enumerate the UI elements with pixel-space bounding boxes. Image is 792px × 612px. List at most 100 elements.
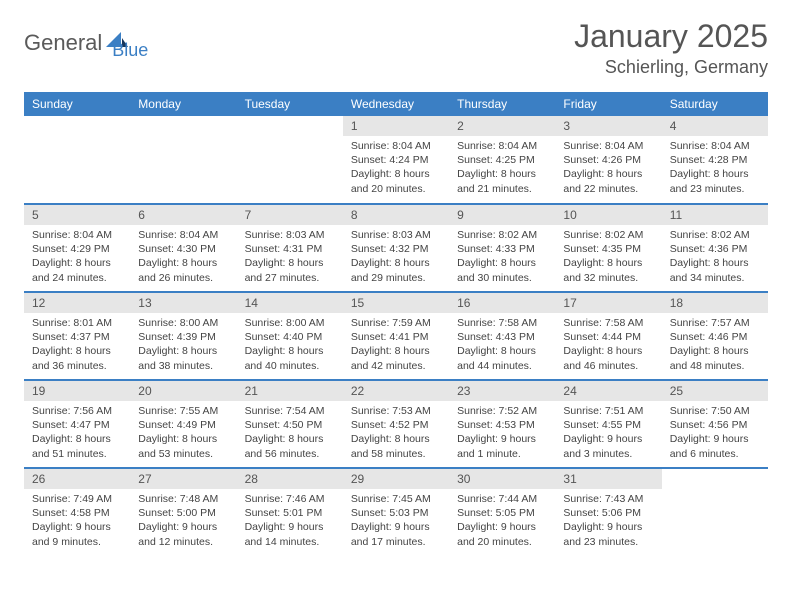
sunset-text: Sunset: 4:35 PM bbox=[563, 242, 653, 256]
day-number bbox=[24, 116, 130, 122]
sunset-text: Sunset: 4:39 PM bbox=[138, 330, 228, 344]
calendar-row: 26Sunrise: 7:49 AMSunset: 4:58 PMDayligh… bbox=[24, 468, 768, 556]
calendar-cell: 3Sunrise: 8:04 AMSunset: 4:26 PMDaylight… bbox=[555, 116, 661, 204]
sunset-text: Sunset: 4:53 PM bbox=[457, 418, 547, 432]
calendar-cell: 17Sunrise: 7:58 AMSunset: 4:44 PMDayligh… bbox=[555, 292, 661, 380]
logo-text-blue: Blue bbox=[112, 40, 148, 61]
daylight-text-2: and 9 minutes. bbox=[32, 535, 122, 549]
sunrise-text: Sunrise: 7:48 AM bbox=[138, 492, 228, 506]
calendar-cell bbox=[237, 116, 343, 204]
calendar-cell: 18Sunrise: 7:57 AMSunset: 4:46 PMDayligh… bbox=[662, 292, 768, 380]
daylight-text-2: and 40 minutes. bbox=[245, 359, 335, 373]
sunset-text: Sunset: 5:00 PM bbox=[138, 506, 228, 520]
day-info: Sunrise: 7:58 AMSunset: 4:43 PMDaylight:… bbox=[449, 313, 555, 377]
calendar-cell: 30Sunrise: 7:44 AMSunset: 5:05 PMDayligh… bbox=[449, 468, 555, 556]
daylight-text-2: and 22 minutes. bbox=[563, 182, 653, 196]
calendar-cell: 31Sunrise: 7:43 AMSunset: 5:06 PMDayligh… bbox=[555, 468, 661, 556]
calendar-cell bbox=[24, 116, 130, 204]
day-info: Sunrise: 8:00 AMSunset: 4:39 PMDaylight:… bbox=[130, 313, 236, 377]
sunset-text: Sunset: 4:40 PM bbox=[245, 330, 335, 344]
day-info: Sunrise: 7:46 AMSunset: 5:01 PMDaylight:… bbox=[237, 489, 343, 553]
day-info: Sunrise: 8:00 AMSunset: 4:40 PMDaylight:… bbox=[237, 313, 343, 377]
sunset-text: Sunset: 4:31 PM bbox=[245, 242, 335, 256]
daylight-text-1: Daylight: 9 hours bbox=[351, 520, 441, 534]
daylight-text-1: Daylight: 8 hours bbox=[351, 256, 441, 270]
day-info: Sunrise: 7:51 AMSunset: 4:55 PMDaylight:… bbox=[555, 401, 661, 465]
calendar-cell bbox=[662, 468, 768, 556]
sunrise-text: Sunrise: 7:59 AM bbox=[351, 316, 441, 330]
daylight-text-1: Daylight: 9 hours bbox=[457, 520, 547, 534]
daylight-text-2: and 12 minutes. bbox=[138, 535, 228, 549]
daylight-text-2: and 38 minutes. bbox=[138, 359, 228, 373]
sunrise-text: Sunrise: 8:04 AM bbox=[138, 228, 228, 242]
sunrise-text: Sunrise: 7:54 AM bbox=[245, 404, 335, 418]
calendar-cell: 14Sunrise: 8:00 AMSunset: 4:40 PMDayligh… bbox=[237, 292, 343, 380]
sunrise-text: Sunrise: 7:45 AM bbox=[351, 492, 441, 506]
calendar-row: 19Sunrise: 7:56 AMSunset: 4:47 PMDayligh… bbox=[24, 380, 768, 468]
day-number: 12 bbox=[24, 293, 130, 313]
daylight-text-1: Daylight: 8 hours bbox=[351, 167, 441, 181]
weekday-header: Sunday bbox=[24, 92, 130, 116]
calendar-cell: 13Sunrise: 8:00 AMSunset: 4:39 PMDayligh… bbox=[130, 292, 236, 380]
daylight-text-1: Daylight: 8 hours bbox=[32, 256, 122, 270]
daylight-text-1: Daylight: 8 hours bbox=[245, 344, 335, 358]
calendar-cell: 25Sunrise: 7:50 AMSunset: 4:56 PMDayligh… bbox=[662, 380, 768, 468]
day-info: Sunrise: 7:50 AMSunset: 4:56 PMDaylight:… bbox=[662, 401, 768, 465]
daylight-text-1: Daylight: 8 hours bbox=[138, 256, 228, 270]
sunrise-text: Sunrise: 7:50 AM bbox=[670, 404, 760, 418]
sunrise-text: Sunrise: 8:02 AM bbox=[457, 228, 547, 242]
day-info: Sunrise: 8:02 AMSunset: 4:36 PMDaylight:… bbox=[662, 225, 768, 289]
sunset-text: Sunset: 5:03 PM bbox=[351, 506, 441, 520]
day-number: 24 bbox=[555, 381, 661, 401]
sunset-text: Sunset: 4:36 PM bbox=[670, 242, 760, 256]
sunrise-text: Sunrise: 8:00 AM bbox=[138, 316, 228, 330]
calendar-cell: 9Sunrise: 8:02 AMSunset: 4:33 PMDaylight… bbox=[449, 204, 555, 292]
weekday-header: Tuesday bbox=[237, 92, 343, 116]
calendar-cell: 2Sunrise: 8:04 AMSunset: 4:25 PMDaylight… bbox=[449, 116, 555, 204]
calendar-cell: 15Sunrise: 7:59 AMSunset: 4:41 PMDayligh… bbox=[343, 292, 449, 380]
day-number: 29 bbox=[343, 469, 449, 489]
calendar-cell: 12Sunrise: 8:01 AMSunset: 4:37 PMDayligh… bbox=[24, 292, 130, 380]
daylight-text-2: and 44 minutes. bbox=[457, 359, 547, 373]
calendar-cell: 6Sunrise: 8:04 AMSunset: 4:30 PMDaylight… bbox=[130, 204, 236, 292]
daylight-text-2: and 21 minutes. bbox=[457, 182, 547, 196]
day-number: 8 bbox=[343, 205, 449, 225]
sunrise-text: Sunrise: 8:04 AM bbox=[670, 139, 760, 153]
daylight-text-2: and 51 minutes. bbox=[32, 447, 122, 461]
day-info: Sunrise: 7:57 AMSunset: 4:46 PMDaylight:… bbox=[662, 313, 768, 377]
calendar-cell: 4Sunrise: 8:04 AMSunset: 4:28 PMDaylight… bbox=[662, 116, 768, 204]
day-number: 30 bbox=[449, 469, 555, 489]
sunset-text: Sunset: 4:55 PM bbox=[563, 418, 653, 432]
day-number: 25 bbox=[662, 381, 768, 401]
day-number: 7 bbox=[237, 205, 343, 225]
daylight-text-2: and 30 minutes. bbox=[457, 271, 547, 285]
daylight-text-2: and 56 minutes. bbox=[245, 447, 335, 461]
daylight-text-2: and 48 minutes. bbox=[670, 359, 760, 373]
daylight-text-1: Daylight: 8 hours bbox=[138, 344, 228, 358]
sunset-text: Sunset: 4:43 PM bbox=[457, 330, 547, 344]
sunset-text: Sunset: 4:25 PM bbox=[457, 153, 547, 167]
day-info: Sunrise: 7:55 AMSunset: 4:49 PMDaylight:… bbox=[130, 401, 236, 465]
day-info: Sunrise: 8:04 AMSunset: 4:24 PMDaylight:… bbox=[343, 136, 449, 200]
sunrise-text: Sunrise: 7:43 AM bbox=[563, 492, 653, 506]
day-info: Sunrise: 7:52 AMSunset: 4:53 PMDaylight:… bbox=[449, 401, 555, 465]
sunrise-text: Sunrise: 7:44 AM bbox=[457, 492, 547, 506]
day-info: Sunrise: 7:49 AMSunset: 4:58 PMDaylight:… bbox=[24, 489, 130, 553]
header: General Blue January 2025 Schierling, Ge… bbox=[24, 18, 768, 78]
daylight-text-2: and 6 minutes. bbox=[670, 447, 760, 461]
daylight-text-2: and 42 minutes. bbox=[351, 359, 441, 373]
sunrise-text: Sunrise: 7:57 AM bbox=[670, 316, 760, 330]
sunrise-text: Sunrise: 7:46 AM bbox=[245, 492, 335, 506]
daylight-text-2: and 20 minutes. bbox=[457, 535, 547, 549]
weekday-header: Thursday bbox=[449, 92, 555, 116]
day-info: Sunrise: 8:04 AMSunset: 4:30 PMDaylight:… bbox=[130, 225, 236, 289]
sunset-text: Sunset: 4:29 PM bbox=[32, 242, 122, 256]
day-number: 26 bbox=[24, 469, 130, 489]
daylight-text-1: Daylight: 8 hours bbox=[245, 432, 335, 446]
daylight-text-2: and 3 minutes. bbox=[563, 447, 653, 461]
daylight-text-2: and 36 minutes. bbox=[32, 359, 122, 373]
day-info: Sunrise: 7:59 AMSunset: 4:41 PMDaylight:… bbox=[343, 313, 449, 377]
daylight-text-1: Daylight: 9 hours bbox=[138, 520, 228, 534]
calendar-cell: 27Sunrise: 7:48 AMSunset: 5:00 PMDayligh… bbox=[130, 468, 236, 556]
sunrise-text: Sunrise: 7:56 AM bbox=[32, 404, 122, 418]
